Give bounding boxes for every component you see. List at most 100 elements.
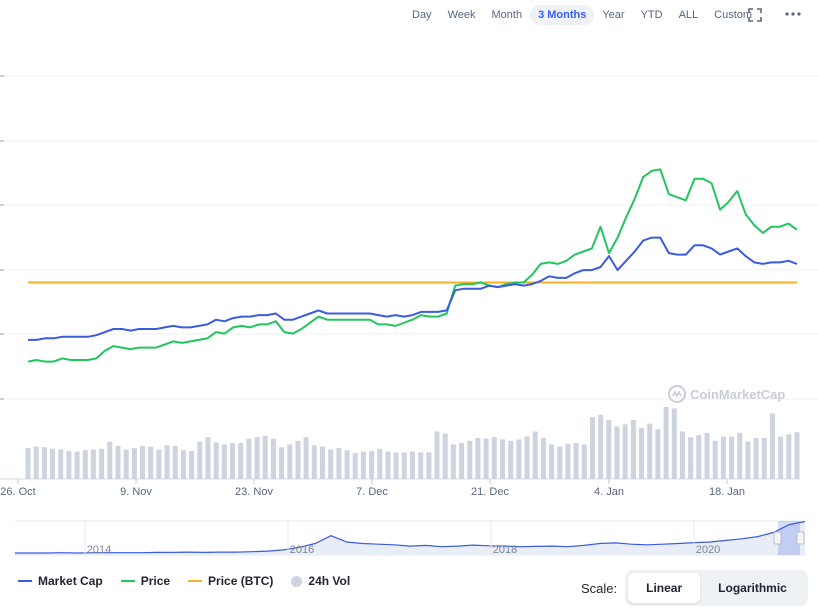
volume-bar-54	[467, 440, 473, 479]
volume-bar-8	[90, 449, 96, 479]
volume-bars	[25, 407, 800, 479]
fullscreen-icon[interactable]	[748, 8, 762, 22]
x-tick-label-6: 18. Jan	[709, 486, 745, 498]
volume-bar-15	[148, 446, 154, 479]
navigator-tick-label-2: 2018	[493, 544, 517, 556]
navigator-area	[15, 521, 805, 555]
x-tick-label-0: 26. Oct	[0, 486, 35, 498]
legend-24h-vol[interactable]: 24h Vol	[291, 574, 350, 588]
volume-bar-27	[246, 438, 252, 479]
volume-bar-82	[696, 435, 702, 479]
volume-bar-63	[540, 438, 546, 479]
volume-bar-18	[172, 445, 178, 479]
volume-bar-83	[704, 432, 710, 479]
volume-bar-52	[450, 444, 456, 479]
legend-24h-vol-label: 24h Vol	[308, 574, 351, 588]
volume-bar-85	[720, 436, 726, 479]
volume-bar-70	[598, 414, 604, 479]
volume-bar-7	[82, 450, 88, 479]
volume-bar-24	[221, 444, 227, 479]
legend-price-swatch	[120, 580, 135, 582]
navigator-tick-label-3: 2020	[696, 544, 720, 556]
scale-selector: Scale: Linear Logarithmic	[581, 570, 808, 606]
range-3-months-button[interactable]: 3 Months	[530, 5, 595, 25]
volume-bar-92	[778, 436, 784, 479]
range-year-button[interactable]: Year	[602, 9, 625, 21]
scale-label: Scale:	[581, 580, 618, 596]
volume-bar-12	[123, 449, 129, 479]
series-line-market-cap	[28, 236, 798, 341]
volume-bar-62	[532, 431, 538, 479]
volume-bar-34	[303, 437, 309, 479]
legend-price-btc[interactable]: Price (BTC)	[188, 574, 273, 588]
volume-bar-19	[180, 450, 186, 479]
scale-toggle: Linear Logarithmic	[625, 570, 808, 606]
navigator-right-handle	[796, 531, 805, 545]
price-chart[interactable]: 26. Oct 9. Nov 23. Nov 7. Dec 21. Dec 4. Jan 1…	[0, 0, 818, 560]
volume-bar-16	[156, 449, 162, 479]
legend-24h-vol-swatch	[291, 575, 303, 587]
volume-bar-88	[745, 441, 751, 479]
more-options-icon[interactable]	[784, 7, 802, 21]
legend-price-btc-swatch	[188, 580, 203, 582]
range-day-button[interactable]: Day	[412, 9, 432, 21]
volume-bar-43	[377, 448, 383, 479]
legend-market-cap[interactable]: Market Cap	[18, 574, 103, 588]
volume-bar-22	[205, 437, 211, 479]
coinmarketcap-watermark: CoinMarketCap	[668, 385, 785, 403]
volume-bar-40	[352, 453, 358, 479]
volume-bar-80	[680, 431, 685, 479]
series-line-price	[27, 168, 798, 363]
watermark-text: CoinMarketCap	[690, 386, 786, 402]
legend-market-cap-swatch	[18, 580, 32, 582]
volume-bar-30	[270, 438, 276, 479]
volume-bar-25	[230, 443, 235, 479]
volume-bar-35	[311, 445, 317, 479]
volume-bar-20	[189, 450, 195, 479]
volume-bar-56	[483, 438, 489, 479]
volume-bar-86	[729, 436, 735, 479]
volume-bar-87	[737, 432, 743, 479]
volume-bar-61	[524, 436, 530, 479]
range-all-button[interactable]: ALL	[678, 9, 699, 21]
x-tick-label-4: 21. Dec	[471, 486, 509, 498]
legend-price[interactable]: Price	[120, 574, 170, 588]
volume-bar-47	[410, 451, 415, 479]
volume-bar-23	[213, 442, 219, 479]
range-custom-button[interactable]: Custom	[714, 9, 753, 21]
chart-grid	[0, 75, 818, 480]
volume-bar-65	[557, 446, 563, 479]
legend-price-btc-label: Price (BTC)	[208, 574, 274, 588]
volume-bar-64	[549, 444, 555, 479]
scale-linear-button[interactable]: Linear	[628, 573, 701, 603]
volume-bar-3	[50, 448, 55, 479]
volume-bar-72	[614, 426, 620, 479]
x-tick-label-3: 7. Dec	[356, 486, 388, 498]
volume-bar-39	[344, 450, 350, 479]
volume-bar-53	[459, 443, 465, 479]
volume-bar-0	[25, 448, 31, 479]
volume-bar-17	[164, 445, 170, 479]
x-tick-label-1: 9. Nov	[120, 486, 152, 498]
volume-bar-32	[287, 444, 293, 479]
volume-bar-2	[41, 447, 47, 479]
volume-bar-90	[761, 438, 767, 479]
navigator-left-handle	[773, 531, 782, 545]
volume-bar-69	[590, 417, 595, 479]
navigator-tick-label-1: 2016	[290, 544, 314, 556]
volume-bar-60	[516, 439, 522, 479]
volume-bar-51	[442, 433, 448, 479]
range-month-button[interactable]: Month	[491, 9, 523, 21]
volume-bar-49	[426, 452, 432, 479]
volume-bar-46	[401, 452, 407, 479]
volume-bar-4	[58, 449, 64, 479]
range-week-button[interactable]: Week	[447, 9, 476, 21]
volume-bar-1	[33, 446, 39, 479]
volume-bar-93	[786, 434, 792, 479]
coinmarketcap-logo-icon	[668, 385, 686, 403]
volume-bar-55	[475, 438, 481, 479]
range-navigator[interactable]: 2014 2016 2018 2020	[15, 520, 806, 556]
scale-logarithmic-button[interactable]: Logarithmic	[718, 581, 787, 595]
volume-bar-58	[500, 439, 505, 479]
range-ytd-button[interactable]: YTD	[640, 9, 663, 21]
